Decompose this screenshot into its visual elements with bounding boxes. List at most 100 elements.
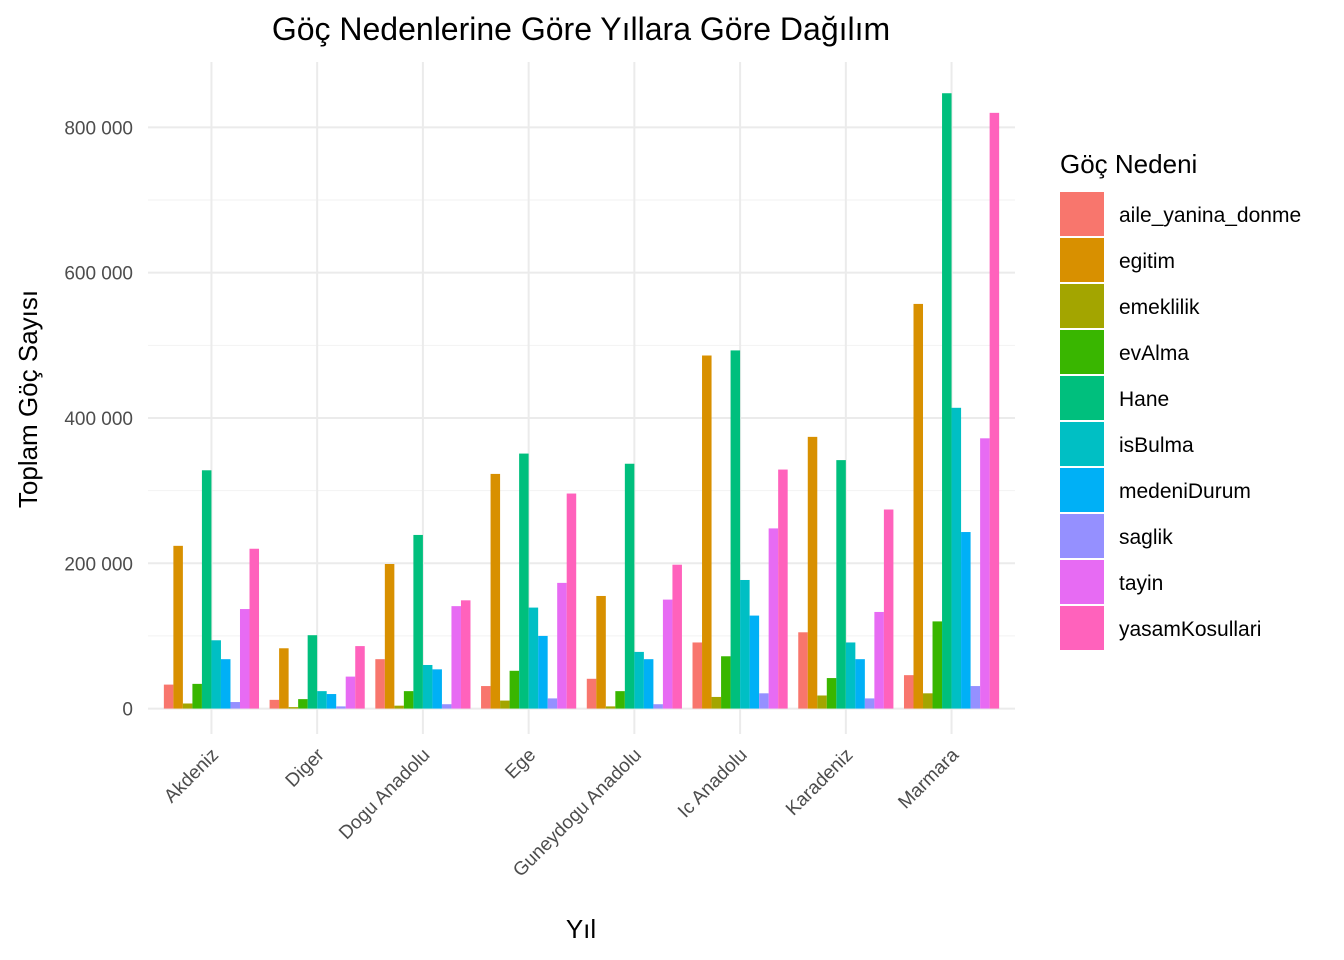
- bar-isBulma: [845, 642, 856, 709]
- legend-key-emeklilik: [1060, 284, 1104, 328]
- legend-label-yasamKosullari: yasamKosullari: [1119, 618, 1261, 641]
- bar-saglik: [653, 704, 663, 709]
- x-tick-label: Karadeniz: [782, 745, 857, 820]
- bar-saglik: [970, 686, 981, 709]
- bar-evAlma: [932, 621, 943, 709]
- legend-title: Göç Nedeni: [1060, 149, 1197, 179]
- bar-egitim: [807, 436, 818, 709]
- legend-key-isBulma: [1060, 422, 1104, 466]
- bar-medeniDurum: [432, 669, 442, 709]
- bar-Hane: [942, 93, 952, 709]
- bar-isBulma: [951, 407, 962, 709]
- x-tick-label: Ege: [501, 745, 540, 784]
- x-tick-label: Ic Anadolu: [674, 745, 752, 823]
- bar-aile_yanina_donme: [586, 678, 597, 709]
- legend-key-tayin: [1060, 560, 1104, 604]
- bar-Hane: [201, 470, 212, 709]
- bar-medeniDurum: [961, 532, 971, 709]
- bar-yasamKosullari: [566, 493, 577, 709]
- bar-tayin: [345, 676, 356, 709]
- legend-label-egitim: egitim: [1119, 250, 1175, 273]
- x-tick-label: Diger: [282, 744, 329, 791]
- bar-isBulma: [528, 607, 539, 709]
- bar-emeklilik: [923, 693, 933, 709]
- bar-egitim: [490, 473, 501, 709]
- bar-aile_yanina_donme: [269, 699, 280, 709]
- bar-emeklilik: [605, 706, 616, 709]
- bar-evAlma: [298, 699, 308, 709]
- bar-aile_yanina_donme: [481, 686, 491, 709]
- legend-key-Hane: [1060, 376, 1104, 420]
- bar-egitim: [173, 545, 183, 709]
- bar-evAlma: [509, 670, 520, 709]
- y-tick-label: 600 000: [64, 264, 133, 285]
- bar-isBulma: [422, 664, 433, 709]
- bar-egitim: [596, 595, 606, 709]
- bar-Hane: [836, 460, 846, 709]
- chart-title: Göç Nedenlerine Göre Yıllara Göre Dağılı…: [272, 11, 890, 47]
- bar-medeniDurum: [220, 659, 231, 709]
- bar-emeklilik: [711, 696, 722, 709]
- x-tick-label: Dogu Anadolu: [335, 745, 434, 844]
- bar-tayin: [980, 438, 990, 709]
- legend-label-medeniDurum: medeniDurum: [1119, 480, 1251, 503]
- bar-egitim: [913, 303, 924, 709]
- legend-key-evAlma: [1060, 330, 1104, 374]
- bar-isBulma: [317, 691, 327, 709]
- legend-key-yasamKosullari: [1060, 606, 1104, 650]
- bar-medeniDurum: [749, 615, 760, 709]
- legend-key-aile_yanina_donme: [1060, 192, 1104, 236]
- y-axis-ticks: 0 200 000 400 000 600 000 800 000: [64, 118, 133, 720]
- legend-label-evAlma: evAlma: [1119, 342, 1189, 365]
- bar-saglik: [441, 704, 452, 709]
- bar-yasamKosullari: [460, 600, 471, 709]
- bar-medeniDurum: [326, 694, 337, 709]
- bar-emeklilik: [182, 703, 193, 709]
- bar-aile_yanina_donme: [903, 675, 914, 709]
- bar-saglik: [547, 698, 558, 709]
- bar-medeniDurum: [855, 659, 865, 709]
- bar-Hane: [307, 635, 318, 709]
- legend-label-Hane: Hane: [1119, 388, 1169, 411]
- bar-aile_yanina_donme: [375, 659, 385, 709]
- bar-tayin: [768, 528, 779, 709]
- bar-medeniDurum: [643, 659, 654, 709]
- bar-aile_yanina_donme: [798, 632, 808, 709]
- bar-medeniDurum: [538, 635, 548, 709]
- y-tick-label: 800 000: [64, 118, 133, 139]
- bar-evAlma: [192, 683, 202, 709]
- bar-evAlma: [403, 691, 414, 709]
- bar-tayin: [557, 582, 567, 709]
- y-axis-title: Toplam Göç Sayısı: [13, 290, 43, 508]
- bar-isBulma: [211, 640, 221, 709]
- bar-tayin: [874, 611, 884, 709]
- bar-egitim: [279, 648, 289, 709]
- bar-saglik: [864, 698, 875, 709]
- bar-yasamKosullari: [989, 112, 1000, 709]
- bar-Hane: [519, 453, 529, 709]
- bar-tayin: [662, 599, 673, 709]
- bar-egitim: [384, 564, 395, 709]
- bar-saglik: [230, 702, 240, 709]
- bar-emeklilik: [394, 705, 404, 709]
- legend-label-isBulma: isBulma: [1119, 434, 1194, 457]
- bar-Hane: [730, 350, 741, 709]
- bar-emeklilik: [500, 700, 510, 709]
- bar-yasamKosullari: [672, 564, 682, 709]
- bar-yasamKosullari: [355, 646, 365, 709]
- bar-saglik: [336, 706, 346, 709]
- x-tick-label: Akdeniz: [160, 745, 223, 808]
- bar-isBulma: [740, 579, 750, 709]
- legend-label-saglik: saglik: [1119, 526, 1173, 549]
- bar-Hane: [413, 534, 423, 709]
- bar-aile_yanina_donme: [163, 684, 174, 709]
- bar-aile_yanina_donme: [692, 642, 703, 709]
- legend-label-aile_yanina_donme: aile_yanina_donme: [1119, 204, 1301, 227]
- bar-evAlma: [826, 678, 837, 709]
- bar-emeklilik: [288, 707, 299, 709]
- legend-key-egitim: [1060, 238, 1104, 282]
